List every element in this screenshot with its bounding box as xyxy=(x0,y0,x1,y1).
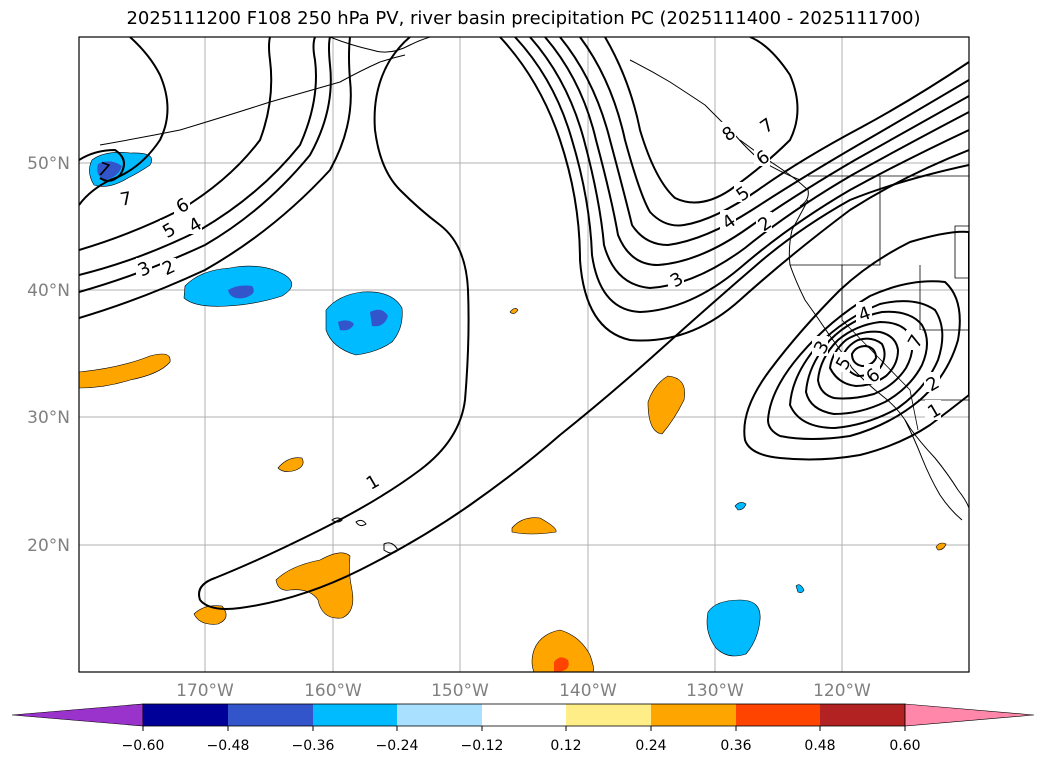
pv-contour-7 xyxy=(79,148,125,182)
colorbar-tick-label: −0.12 xyxy=(461,738,504,754)
pv-contour-6 xyxy=(79,37,169,206)
colorbar-tick-label: −0.24 xyxy=(376,738,419,754)
colorbar-segment xyxy=(228,704,313,726)
pv-contour-closed-6 xyxy=(828,330,900,388)
pv-contours xyxy=(79,37,969,610)
pv-contour-5 xyxy=(79,37,352,319)
colorbar-outline xyxy=(142,703,906,727)
colorbar-tick-label: 0.36 xyxy=(720,738,751,754)
pv-contour-east-2 xyxy=(499,37,969,342)
lat-label: 30°N xyxy=(27,408,70,428)
map-frame xyxy=(78,36,970,673)
precip-pos-blob-tiny xyxy=(509,308,519,314)
colorbar-segment xyxy=(143,704,228,726)
pv-contour-4 xyxy=(79,37,332,293)
lat-axis-labels: 50°N 40°N 30°N 20°N xyxy=(27,154,70,556)
colorbar-tick-label: −0.48 xyxy=(207,738,250,754)
lon-label: 170°W xyxy=(176,681,234,701)
colorbar-tick-label: 0.24 xyxy=(635,738,666,754)
precip-neg-blob-central xyxy=(325,291,403,356)
colorbar-tick-label: 0.48 xyxy=(804,738,835,754)
pv-contour-3 xyxy=(79,37,317,276)
border-state-4 xyxy=(954,225,969,279)
precip-pos-blob-south-west xyxy=(193,605,227,625)
pv-contour-east-7 xyxy=(579,37,969,227)
colorbar-segment xyxy=(820,704,905,726)
coast-us-west xyxy=(788,199,969,509)
precip-neg-core-central-2 xyxy=(370,309,388,327)
precip-neg-blob-small-b xyxy=(795,584,805,593)
pv-contour-closed-5 xyxy=(816,320,914,400)
precip-pos-blob-mid xyxy=(511,517,557,535)
lon-label: 150°W xyxy=(431,681,489,701)
precip-pos-blob-small-mexico xyxy=(935,542,947,551)
precip-fills xyxy=(79,152,947,672)
precip-pos-blob-south xyxy=(531,629,594,672)
precip-pos-blob-hawaii xyxy=(275,552,354,619)
colorbar-tick-label: −0.60 xyxy=(122,738,165,754)
colorbar-segment xyxy=(566,704,651,726)
precip-neg-blob-small-a xyxy=(734,502,747,511)
colorbar-segment xyxy=(313,704,397,726)
colorbar-tick-label: −0.36 xyxy=(292,738,335,754)
colorbar-under-triangle xyxy=(11,703,144,727)
coast-alaska-chain xyxy=(99,54,406,146)
island-hawaii-2 xyxy=(355,519,367,527)
precip-pos-blob-east xyxy=(647,375,685,435)
contour-labels: 1 2 3 4 5 6 7 7 1 2 3 4 5 6 xyxy=(95,114,945,495)
lon-label: 160°W xyxy=(304,681,362,701)
colorbar: −0.60 −0.48 −0.36 −0.24 −0.12 0.12 0.24 … xyxy=(11,703,1035,754)
colorbar-over-triangle xyxy=(904,703,1035,727)
pv-contour-closed-8 xyxy=(850,344,878,368)
map-title: 2025111200 F108 250 hPa PV, river basin … xyxy=(126,8,921,29)
pv-contour-2 xyxy=(79,37,273,251)
precip-pos-blob-small-1 xyxy=(277,457,304,472)
pv-contour-1b xyxy=(199,164,969,610)
coast-alaska-mainland xyxy=(329,37,431,53)
precip-neg-core-central-1 xyxy=(338,320,354,331)
colorbar-segment xyxy=(736,704,820,726)
border-state-1 xyxy=(790,176,881,266)
lon-label: 130°W xyxy=(686,681,744,701)
lat-label: 50°N xyxy=(27,154,70,174)
pv-contour-1 xyxy=(198,37,470,601)
coastlines xyxy=(99,37,969,554)
lon-axis-labels: 170°W 160°W 150°W 140°W 130°W 120°W xyxy=(176,681,871,701)
pv-contour-closed-outer xyxy=(743,230,969,461)
colorbar-segment xyxy=(651,704,736,726)
lon-label: 140°W xyxy=(559,681,617,701)
contour-label: 7 xyxy=(119,188,134,211)
pv-contour-closed-7 xyxy=(840,337,886,378)
precip-neg-core-west xyxy=(228,285,254,299)
colorbar-segment xyxy=(397,704,482,726)
pv-contour-closed-4 xyxy=(804,310,928,416)
precip-neg-core-aleutian xyxy=(97,161,122,180)
lon-label: 120°W xyxy=(813,681,871,701)
precip-pos-blob-west-coast xyxy=(79,353,171,389)
pv-contour-east-8 xyxy=(604,37,799,204)
pv-contour-east-4 xyxy=(529,37,969,290)
lat-label: 20°N xyxy=(27,536,70,556)
pv-contour-east-6 xyxy=(559,37,969,247)
colorbar-tick-label: 0.12 xyxy=(550,738,581,754)
colorbar-segment xyxy=(482,704,566,726)
pv-contour-east-5 xyxy=(544,37,969,267)
precip-pos-core-south xyxy=(554,657,569,672)
pv-contour-east-3 xyxy=(514,37,969,314)
colorbar-ticks xyxy=(142,726,906,731)
lat-label: 40°N xyxy=(27,281,70,301)
colorbar-tick-label: 0.60 xyxy=(889,738,920,754)
coast-baja xyxy=(904,419,963,521)
precip-neg-blob-se xyxy=(706,599,761,657)
